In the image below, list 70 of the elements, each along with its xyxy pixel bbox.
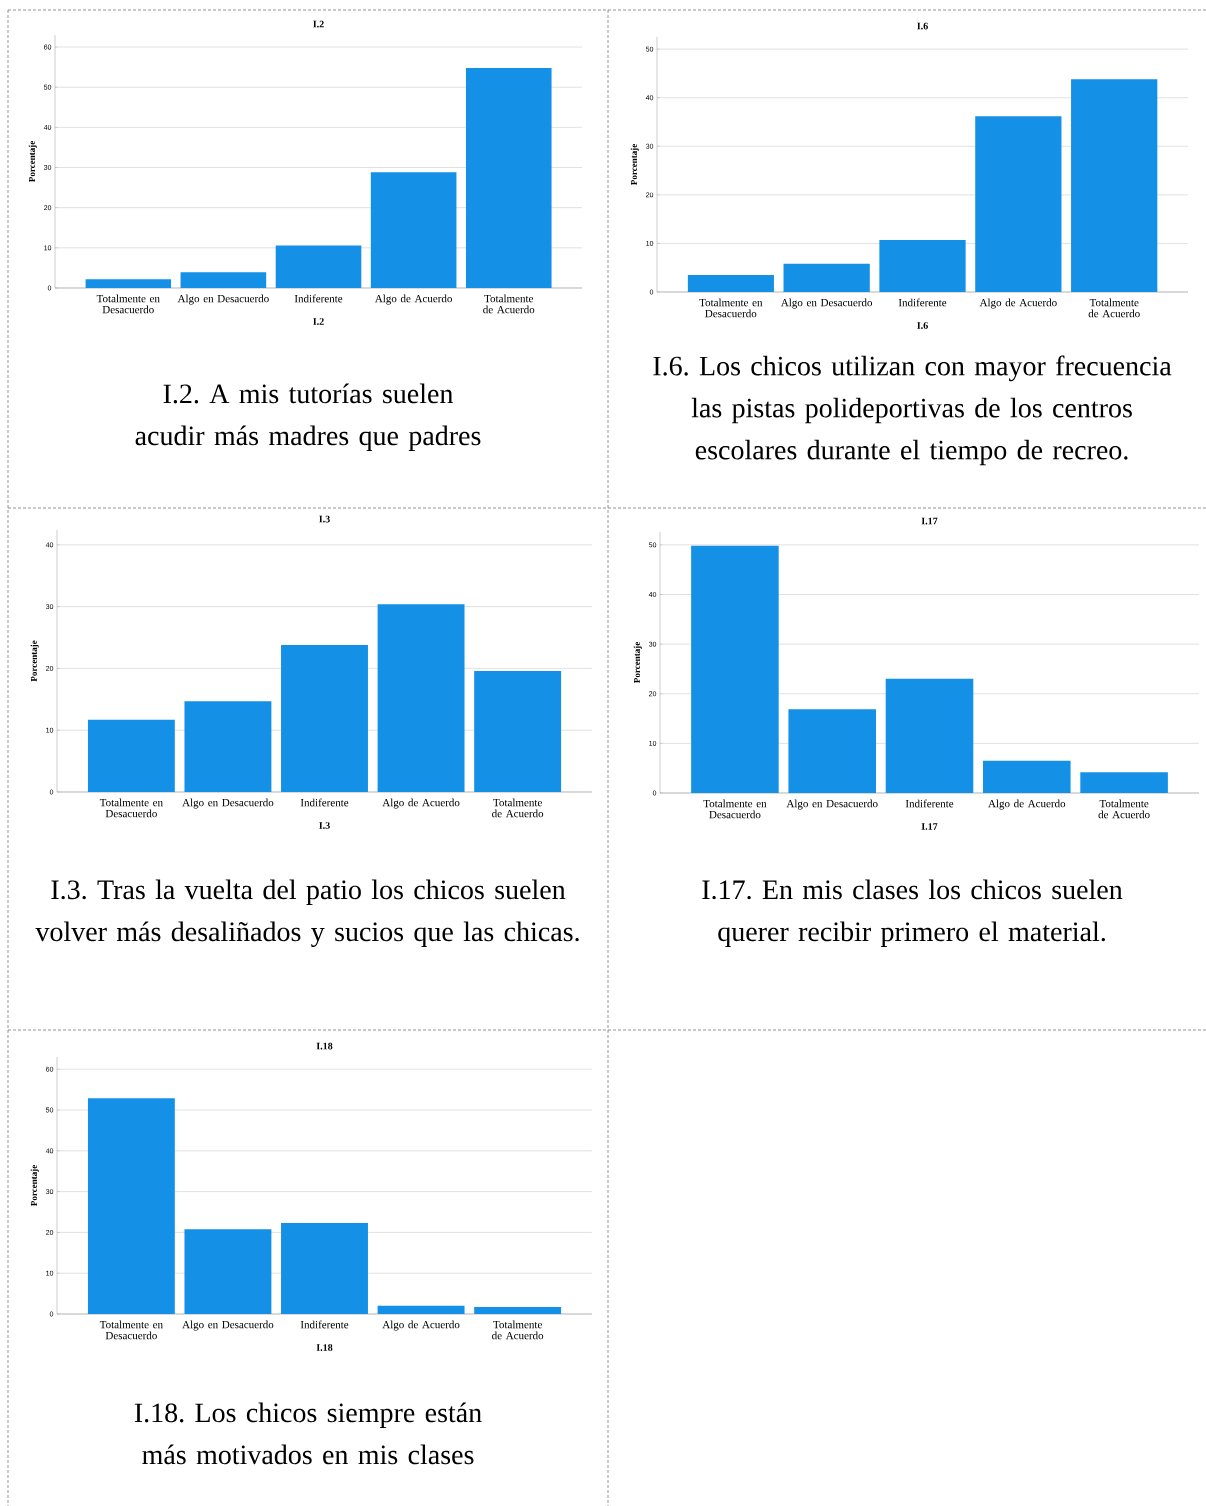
x-tick-label: Totalmente de Acuerdo [483, 294, 535, 314]
text: I.17. En mis clases los chicos suelen querer recibir primero el material. [702, 879, 1123, 947]
x-tick-label: Algo de Acuerdo [382, 798, 460, 809]
x-tick-label: Totalmente en Desacuerdo [699, 298, 763, 318]
bar [281, 644, 368, 792]
bar [465, 67, 552, 288]
x-tick-label: Totalmente en Desacuerdo [703, 799, 767, 819]
bar [377, 604, 465, 792]
bar [370, 172, 457, 288]
x-tick-label: Algo en Desacuerdo [182, 1320, 274, 1331]
x-tick-label: Algo de Acuerdo [988, 799, 1066, 810]
text: I.3. Tras la vuelta del patio los chicos suelen volver más desaliñados y sucios que las chicas. [35, 879, 579, 947]
bar [885, 678, 974, 793]
x-tick-label: Totalmente de Acuerdo [492, 798, 544, 818]
x-tick-label: Algo de Acuerdo [374, 294, 452, 305]
bar [87, 719, 175, 792]
x-tick-label: Totalmente de Acuerdo [492, 1320, 544, 1340]
chart-title: I.3 [319, 515, 330, 523]
bar [281, 1223, 368, 1314]
x-tick-label: Totalmente en Desacuerdo [96, 294, 160, 314]
x-tick-label: Indiferente [300, 798, 349, 807]
bar [975, 116, 1062, 292]
bar [184, 701, 272, 792]
x-tick-label: Algo en Desacuerdo [780, 298, 873, 309]
x-tick-label: Totalmente de Acuerdo [1098, 799, 1150, 819]
bar [1080, 772, 1168, 793]
x-tick-label: Algo de Acuerdo [382, 1320, 460, 1331]
x-tick-label: Indiferente [300, 1320, 349, 1329]
x-axis-title: I.3 [319, 822, 330, 829]
bar [85, 279, 172, 288]
x-tick-label: Algo de Acuerdo [979, 298, 1057, 309]
x-tick-label: Algo en Desacuerdo [177, 294, 269, 305]
y-axis-title: Porcentaje [30, 1165, 39, 1206]
bar [783, 263, 870, 292]
bar [474, 1307, 562, 1314]
y-axis-title: Porcentaje [630, 144, 639, 185]
bar [788, 709, 876, 793]
bar [687, 274, 774, 292]
chart-title: I.18 [316, 1042, 333, 1050]
x-axis-title: I.17 [921, 823, 938, 830]
x-axis-title: I.2 [313, 318, 324, 325]
y-axis-title: Porcentaje [28, 141, 37, 182]
bar [184, 1229, 272, 1314]
bar [983, 760, 1071, 793]
y-axis-title: Porcentaje [633, 642, 642, 683]
text: I.18. Los chicos siempre están más motivados en mis clases [134, 1402, 482, 1465]
x-tick-label: Totalmente de Acuerdo [1088, 298, 1140, 318]
y-axis-title: Porcentaje [30, 640, 39, 682]
bar [180, 272, 267, 288]
chart-title: I.17 [921, 517, 938, 525]
text: I.6. Los chicos utilizan con mayor frecuencia las pistas polideportivas de los centros escolares durante el tiempo de recreo. [653, 355, 1172, 466]
x-tick-label: Totalmente en Desacuerdo [99, 798, 163, 818]
bar [275, 245, 362, 288]
chart-title: I.2 [313, 20, 324, 28]
x-tick-label: Totalmente en Desacuerdo [99, 1320, 163, 1340]
bar [87, 1098, 175, 1314]
bar [474, 670, 562, 792]
x-tick-label: Algo en Desacuerdo [182, 798, 274, 809]
x-tick-label: Indiferente [294, 294, 343, 303]
x-axis-title: I.6 [917, 322, 928, 329]
bar [1071, 79, 1158, 292]
chart-title: I.6 [917, 22, 928, 30]
x-tick-label: Indiferente [898, 298, 947, 307]
x-axis-title: I.18 [316, 1344, 333, 1351]
x-tick-label: Indiferente [905, 799, 954, 808]
bar [377, 1305, 465, 1314]
text: I.2. A mis tutorías suelen acudir más madres que padres [135, 383, 481, 451]
bar [691, 545, 779, 793]
x-tick-label: Algo en Desacuerdo [786, 799, 878, 810]
bar [879, 240, 966, 292]
